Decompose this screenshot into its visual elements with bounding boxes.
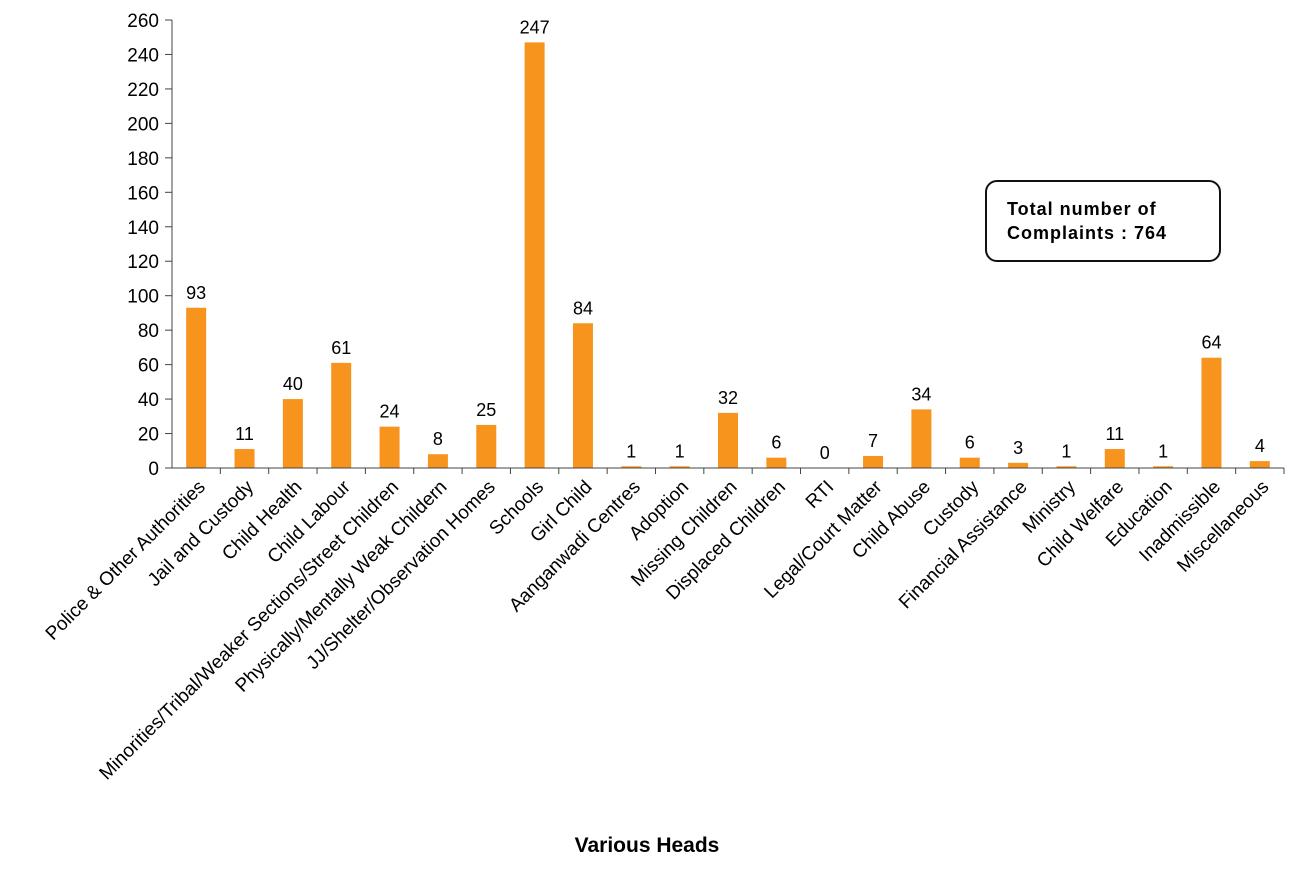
- data-label: 84: [573, 298, 593, 318]
- y-tick-label: 180: [127, 149, 159, 170]
- bar: [621, 466, 642, 468]
- y-tick-label: 80: [138, 321, 159, 342]
- y-tick-label: 260: [127, 11, 159, 32]
- bar: [1008, 462, 1029, 468]
- y-tick-label: 60: [138, 356, 159, 377]
- bar: [379, 426, 400, 468]
- bar: [572, 323, 593, 468]
- data-label: 25: [476, 400, 496, 420]
- data-label: 1: [1158, 441, 1168, 461]
- data-label: 3: [1013, 438, 1023, 458]
- data-label: 1: [626, 441, 636, 461]
- y-tick-label: 0: [148, 459, 159, 480]
- y-tick-label: 120: [127, 252, 159, 273]
- bar: [959, 457, 980, 468]
- bar: [911, 409, 932, 468]
- data-label: 40: [283, 374, 303, 394]
- bar: [524, 42, 545, 469]
- bars: [186, 42, 1270, 469]
- y-tick-label: 240: [127, 45, 159, 66]
- data-label: 6: [965, 433, 975, 453]
- bar: [669, 466, 690, 468]
- bar: [1249, 461, 1270, 468]
- bar: [427, 454, 448, 468]
- data-label: 34: [911, 384, 931, 404]
- total-complaints-box: Total number of Complaints : 764: [985, 180, 1221, 262]
- data-label: 64: [1201, 333, 1221, 353]
- data-label: 32: [718, 388, 738, 408]
- x-axis: [172, 467, 1285, 474]
- y-tick-label: 20: [138, 425, 159, 446]
- data-label: 1: [1061, 441, 1071, 461]
- y-tick-label: 220: [127, 80, 159, 101]
- data-label: 7: [868, 431, 878, 451]
- data-label: 247: [520, 17, 550, 37]
- y-tick-label: 40: [138, 390, 159, 411]
- data-label: 1: [675, 441, 685, 461]
- bar: [1104, 449, 1125, 468]
- data-label: 4: [1255, 436, 1265, 456]
- bar: [1153, 466, 1174, 468]
- y-tick-label: 160: [127, 183, 159, 204]
- bar: [186, 307, 207, 468]
- bar: [282, 399, 303, 468]
- bar: [476, 424, 497, 468]
- bar: [234, 449, 255, 468]
- x-axis-title: Various Heads: [575, 834, 720, 857]
- data-label: 61: [331, 338, 351, 358]
- y-axis: 0 20 40 60 80 100 120 140 160 180 200 220 240 260: [127, 11, 173, 480]
- data-label: 24: [380, 402, 400, 422]
- data-label: 6: [771, 433, 781, 453]
- y-tick-label: 100: [127, 287, 159, 308]
- bar: [1056, 466, 1077, 468]
- bar: [1201, 357, 1222, 468]
- bar: [766, 457, 787, 468]
- data-label: 11: [1105, 424, 1124, 444]
- data-label: 0: [820, 443, 830, 463]
- category-label: RTI: [802, 477, 838, 513]
- y-tick-label: 140: [127, 218, 159, 239]
- total-complaints-text: Total number of Complaints : 764: [1007, 199, 1168, 243]
- y-tick-label: 200: [127, 114, 159, 135]
- bar: [718, 412, 738, 468]
- data-label: 93: [186, 283, 206, 303]
- data-label: 8: [433, 429, 443, 449]
- bar: [331, 362, 352, 468]
- bar: [863, 455, 884, 468]
- data-label: 11: [235, 424, 254, 444]
